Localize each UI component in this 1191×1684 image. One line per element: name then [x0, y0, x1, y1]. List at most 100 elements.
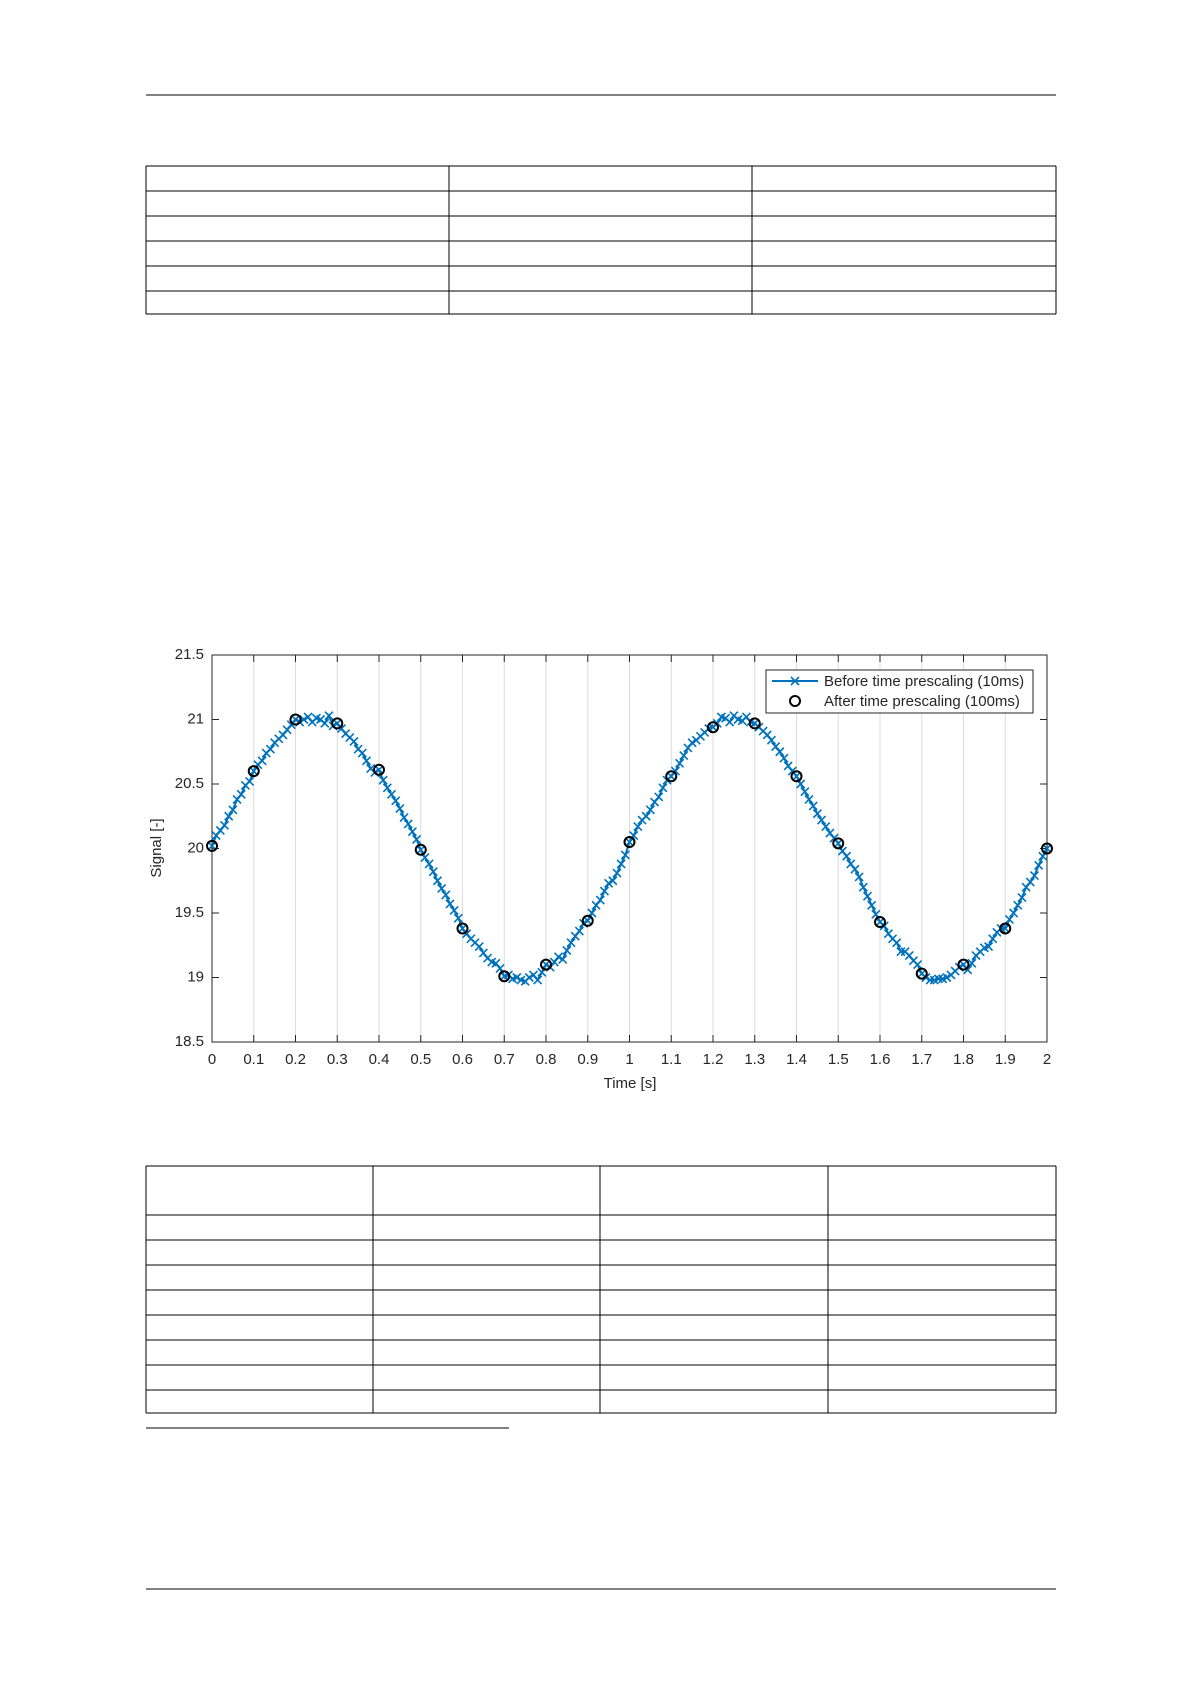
data-point: [942, 972, 952, 983]
data-point: [913, 960, 923, 970]
x-axis-label: Time [s]: [604, 1075, 657, 1092]
data-point: [599, 886, 610, 896]
data-point: [1034, 860, 1044, 870]
data-point: [800, 787, 810, 797]
data-point: [206, 839, 218, 852]
x-tick-label: 0: [208, 1051, 216, 1068]
table-1: [145, 165, 1057, 315]
data-point: [983, 941, 994, 952]
x-tick-label: 1.7: [911, 1051, 932, 1068]
data-point: [361, 756, 372, 766]
data-point: [378, 775, 388, 785]
data-point: [595, 895, 605, 905]
chart: Time [s] Signal [-] 0 0.1 0.2 0.3 0.4 0.5 0.6 0…: [148, 646, 1053, 1092]
data-point: [207, 841, 217, 851]
data-point: [558, 954, 568, 965]
x-tick-label: 0.5: [410, 1051, 431, 1068]
legend: Before time prescaling (10ms) After time …: [765, 669, 1034, 714]
legend-label: Before time prescaling (10ms): [824, 673, 1024, 690]
data-point: [432, 876, 443, 886]
x-tick-label: 1: [625, 1051, 633, 1068]
data-point: [665, 770, 678, 783]
data-point: [374, 765, 384, 775]
data-point: [412, 834, 422, 845]
data-point: [407, 827, 417, 837]
data-point: [963, 965, 973, 975]
data-point: [933, 974, 944, 984]
legend-box: [765, 669, 1034, 714]
x-tick-label: 0.8: [536, 1051, 557, 1068]
data-point: [612, 868, 622, 878]
data-point: [892, 938, 902, 948]
data-point: [236, 789, 246, 799]
data-point: [224, 811, 234, 821]
data-point: [645, 805, 655, 815]
data-point: [725, 717, 735, 727]
x-tick-label: 1.8: [953, 1051, 974, 1068]
data-point: [541, 960, 551, 970]
data-point: [391, 796, 401, 806]
data-point: [842, 851, 852, 861]
data-point: [257, 756, 267, 766]
data-point: [608, 876, 618, 886]
x-tick-label: 1.9: [995, 1051, 1016, 1068]
data-point: [331, 717, 344, 730]
data-point: [533, 975, 543, 985]
data-point: [867, 900, 877, 910]
data-point: [299, 714, 309, 725]
data-point: [382, 783, 392, 793]
data-point: [812, 809, 822, 819]
x-tick-label: 1.2: [703, 1051, 724, 1068]
data-point: [403, 819, 413, 829]
y-tick-label: 20: [187, 839, 204, 856]
data-point: [290, 714, 301, 725]
data-point: [566, 938, 576, 948]
data-point: [1013, 900, 1023, 910]
data-point: [623, 836, 636, 849]
data-point: [474, 941, 484, 952]
data-point: [424, 859, 434, 869]
data-point: [414, 843, 427, 856]
data-point: [349, 736, 359, 746]
y-tick-label: 21: [187, 710, 204, 727]
data-point: [265, 744, 276, 754]
data-point: [670, 766, 680, 776]
data-point: [654, 792, 664, 802]
table-2: [145, 1165, 1057, 1414]
y-tick-label: 19.5: [175, 904, 204, 921]
data-point: [357, 748, 367, 758]
y-tick-label: 20.5: [175, 775, 204, 792]
data-point: [675, 758, 685, 768]
x-tick-label: 1.4: [786, 1051, 807, 1068]
data-point: [562, 945, 572, 955]
data-point: [512, 972, 522, 983]
data-point: [245, 776, 255, 786]
data-point: [833, 838, 843, 848]
x-tick-label: 0.6: [452, 1051, 473, 1068]
data-point: [453, 913, 463, 923]
x-tick-label: 1.6: [870, 1051, 891, 1068]
data-point: [289, 713, 302, 726]
data-point: [449, 905, 459, 915]
data-point: [228, 805, 238, 815]
data-point: [437, 883, 447, 894]
data-point: [1029, 871, 1040, 881]
x-tick-label: 0.3: [327, 1051, 348, 1068]
data-point: [1009, 908, 1019, 918]
x-tick-label: 1.3: [744, 1051, 765, 1068]
x-tick-label: 0.7: [494, 1051, 515, 1068]
data-point: [687, 738, 697, 748]
data-point: [629, 831, 639, 841]
data-point: [324, 711, 334, 721]
data-point: [821, 822, 831, 832]
y-tick-label: 19: [187, 968, 204, 985]
data-point: [1017, 892, 1027, 903]
data-point: [791, 771, 802, 781]
data-point: [441, 890, 451, 900]
data-point: [858, 882, 868, 892]
data-point: [658, 783, 668, 793]
data-point: [395, 803, 405, 814]
legend-marker: [789, 695, 801, 707]
